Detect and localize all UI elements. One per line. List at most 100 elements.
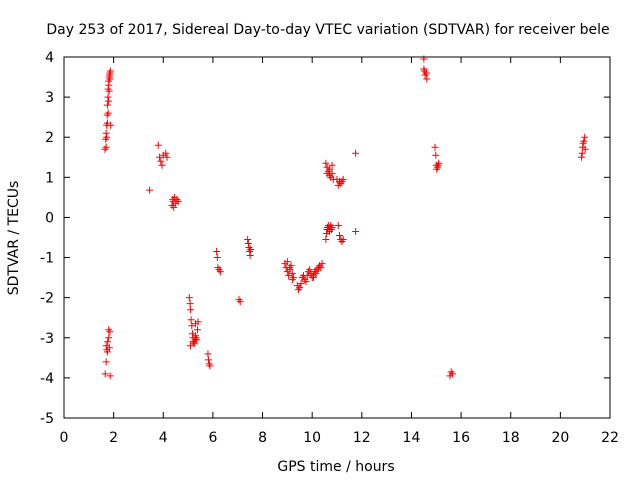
data-point <box>146 186 154 194</box>
x-tick-label: 6 <box>208 430 217 446</box>
data-point <box>105 87 113 95</box>
data-point <box>318 260 326 268</box>
data-point <box>188 322 196 330</box>
data-point <box>156 153 164 161</box>
data-point <box>297 280 305 288</box>
y-axis-label: SDTVAR / TECUs <box>6 181 22 296</box>
data-point <box>307 270 315 278</box>
data-point <box>328 169 336 177</box>
data-point <box>339 175 347 183</box>
y-tick-label: 0 <box>45 210 54 226</box>
data-point <box>187 342 195 350</box>
data-point <box>288 270 296 278</box>
y-tick-label: -5 <box>40 411 54 427</box>
data-point <box>104 338 112 346</box>
data-point <box>246 252 254 260</box>
x-tick-label: 22 <box>601 430 619 446</box>
data-point <box>312 268 320 276</box>
data-point <box>322 236 330 244</box>
data-point <box>186 300 194 308</box>
data-point <box>105 97 113 105</box>
data-point <box>103 101 111 109</box>
x-tick-label: 4 <box>159 430 168 446</box>
data-point <box>303 272 311 280</box>
data-point <box>335 231 343 239</box>
data-point <box>448 370 456 378</box>
data-point <box>580 137 588 145</box>
data-point <box>163 153 171 161</box>
y-tick-label: -1 <box>40 251 54 267</box>
data-point <box>102 358 110 366</box>
data-point <box>157 157 165 165</box>
data-point <box>323 163 331 171</box>
data-point <box>102 143 110 151</box>
data-point <box>581 145 589 153</box>
data-point <box>578 149 586 157</box>
data-point <box>334 221 342 229</box>
data-point <box>422 69 430 77</box>
x-tick-label: 14 <box>403 430 421 446</box>
data-point <box>288 276 296 284</box>
y-tick-label: 4 <box>45 50 54 66</box>
data-point <box>170 203 178 211</box>
data-point <box>324 167 332 175</box>
data-point <box>102 342 110 350</box>
x-tick-label: 0 <box>60 430 69 446</box>
data-point <box>339 236 347 244</box>
data-point <box>352 227 360 235</box>
data-point <box>432 151 440 159</box>
data-point <box>192 320 200 328</box>
data-point <box>322 159 330 167</box>
data-points <box>101 55 589 380</box>
data-point <box>189 338 197 346</box>
data-point <box>216 268 224 276</box>
data-point <box>101 370 109 378</box>
x-tick-label: 2 <box>109 430 118 446</box>
data-point <box>423 75 431 83</box>
data-point <box>106 328 114 336</box>
data-point <box>106 372 114 380</box>
x-tick-label: 16 <box>452 430 470 446</box>
y-tick-label: 3 <box>45 90 54 106</box>
data-point <box>302 278 310 286</box>
data-point <box>185 294 193 302</box>
data-point <box>213 254 221 262</box>
data-point <box>577 153 585 161</box>
data-point <box>106 67 114 75</box>
x-tick-label: 20 <box>551 430 569 446</box>
data-point <box>204 356 212 364</box>
data-point <box>328 223 336 231</box>
data-point <box>213 248 221 256</box>
data-point <box>328 161 336 169</box>
data-point <box>286 264 294 272</box>
x-tick-label: 12 <box>353 430 371 446</box>
data-point <box>187 306 195 314</box>
data-point <box>187 316 195 324</box>
data-point <box>581 133 589 141</box>
data-point <box>204 350 212 358</box>
data-point <box>244 236 252 244</box>
y-tick-label: -4 <box>40 371 54 387</box>
data-point <box>103 348 111 356</box>
x-axis-ticks: 0 2 4 6 8 10 12 14 16 18 20 22 <box>60 57 619 446</box>
y-tick-label: 2 <box>45 130 54 146</box>
data-point <box>285 272 293 280</box>
data-point <box>193 336 201 344</box>
data-point <box>296 284 304 292</box>
data-point <box>104 93 112 101</box>
data-point <box>283 258 291 266</box>
y-tick-label: -2 <box>40 291 54 307</box>
data-point <box>435 159 443 167</box>
data-point <box>431 143 439 151</box>
x-tick-label: 18 <box>502 430 520 446</box>
data-point <box>352 149 360 157</box>
y-tick-label: 1 <box>45 170 54 186</box>
data-point <box>247 246 255 254</box>
data-point <box>104 109 112 117</box>
data-point <box>306 266 314 274</box>
data-point <box>236 298 244 306</box>
data-point <box>154 141 162 149</box>
x-tick-label: 8 <box>258 430 267 446</box>
data-point <box>106 75 114 83</box>
